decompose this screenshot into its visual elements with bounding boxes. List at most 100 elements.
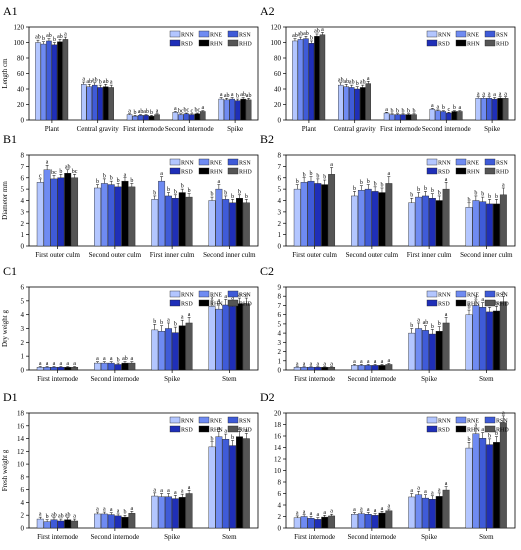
- y-tick-label: 5: [278, 320, 282, 328]
- significance-letter: a: [431, 103, 434, 109]
- bar: [92, 84, 98, 121]
- bar: [100, 183, 108, 247]
- bar: [422, 497, 429, 529]
- y-tick-label: 16: [17, 422, 25, 430]
- panel-label: B2: [260, 132, 274, 146]
- significance-letter: a: [153, 487, 156, 493]
- bar: [165, 496, 172, 529]
- significance-letter: a: [296, 510, 299, 516]
- bar: [297, 39, 304, 121]
- y-tick-label: 0: [21, 243, 25, 251]
- bar: [364, 365, 372, 371]
- bar: [303, 38, 309, 121]
- y-tick-label: 10: [274, 467, 282, 475]
- y-tick-label: 7: [278, 302, 282, 310]
- significance-letter: ab: [65, 164, 71, 170]
- legend-swatch: [198, 299, 210, 307]
- bar: [97, 87, 103, 121]
- bar: [364, 514, 372, 529]
- x-tick-label: Spike: [164, 533, 180, 541]
- x-tick-label: Stem: [222, 533, 237, 541]
- y-tick-label: 40: [274, 86, 282, 94]
- significance-letter: b: [153, 319, 156, 325]
- bar: [128, 513, 136, 529]
- significance-letter: a: [459, 105, 462, 111]
- y-tick-label: 0: [21, 525, 25, 533]
- legend-swatch: [198, 416, 210, 424]
- significance-letter: a: [39, 512, 42, 518]
- legend-swatch: [455, 416, 467, 424]
- legend-swatch: [227, 167, 239, 175]
- significance-letter: a: [323, 510, 326, 516]
- x-tick-label: Second internode: [90, 375, 139, 383]
- significance-letter: ab: [122, 356, 128, 362]
- legend-label: RSN: [496, 161, 508, 167]
- significance-letter: ab: [57, 34, 63, 40]
- bar: [222, 304, 230, 371]
- bar: [121, 362, 129, 371]
- significance-letter: ab: [246, 93, 252, 99]
- significance-letter: b: [59, 169, 62, 175]
- bar: [351, 514, 358, 529]
- significance-letter: a: [174, 490, 177, 496]
- bar: [479, 307, 487, 371]
- significance-letter: a: [103, 356, 106, 362]
- significance-letter: a: [156, 108, 159, 114]
- significance-letter: b: [410, 193, 413, 199]
- chart-panel-b1: B1 Diameter mm 0 1 2 3 4 5 6 7 8 First outer culm c a…: [1, 132, 259, 259]
- legend-swatch: [455, 425, 467, 433]
- bar: [215, 308, 223, 371]
- panel-label: A2: [260, 4, 275, 18]
- bar: [405, 114, 412, 121]
- bar: [71, 367, 79, 371]
- y-tick-label: 6: [21, 486, 25, 494]
- x-tick-label: Second inner culm: [203, 251, 256, 259]
- bar: [383, 112, 390, 121]
- legend-swatch: [484, 167, 496, 175]
- significance-letter: b: [117, 358, 120, 364]
- x-tick-label: First outer culm: [35, 251, 80, 259]
- legend-label: RSD: [181, 302, 193, 308]
- bar: [442, 188, 450, 247]
- bar: [121, 516, 129, 529]
- bar: [440, 111, 447, 121]
- bar: [102, 86, 109, 121]
- bar: [126, 114, 133, 121]
- significance-letter: b: [303, 172, 306, 178]
- bar: [51, 44, 58, 121]
- bar: [50, 367, 58, 371]
- significance-letter: ab: [65, 512, 71, 518]
- bar: [321, 367, 329, 371]
- significance-letter: ab: [349, 80, 355, 86]
- significance-letter: b: [310, 35, 313, 41]
- y-tick-label: 5: [21, 186, 25, 194]
- legend-label: RSD: [438, 170, 450, 176]
- significance-letter: b: [99, 80, 102, 86]
- y-tick-label: 3: [278, 339, 282, 347]
- significance-letter: b: [468, 305, 471, 311]
- y-tick-label: 5: [21, 297, 25, 305]
- bar: [497, 98, 503, 121]
- significance-letter: ab: [360, 80, 366, 86]
- y-tick-label: 4: [278, 197, 282, 205]
- significance-letter: c: [191, 108, 194, 114]
- significance-letter: a: [353, 359, 356, 365]
- y-tick-label: 0: [278, 243, 282, 251]
- y-tick-label: 0: [278, 525, 282, 533]
- significance-letter: ab: [303, 31, 309, 37]
- significance-letter: a: [46, 361, 49, 367]
- x-tick-label: First internode: [37, 375, 78, 383]
- significance-letter: a: [296, 361, 299, 367]
- legend-label: RSD: [181, 428, 193, 434]
- significance-letter: a: [46, 160, 49, 166]
- significance-letter: b: [211, 192, 214, 198]
- bar: [321, 184, 329, 247]
- bar: [165, 195, 172, 247]
- bar: [442, 489, 450, 529]
- bar: [36, 182, 44, 247]
- significance-letter: bc: [51, 170, 57, 176]
- legend-swatch: [227, 299, 239, 307]
- y-tick-label: 8: [278, 293, 282, 301]
- significance-letter: b: [296, 179, 299, 185]
